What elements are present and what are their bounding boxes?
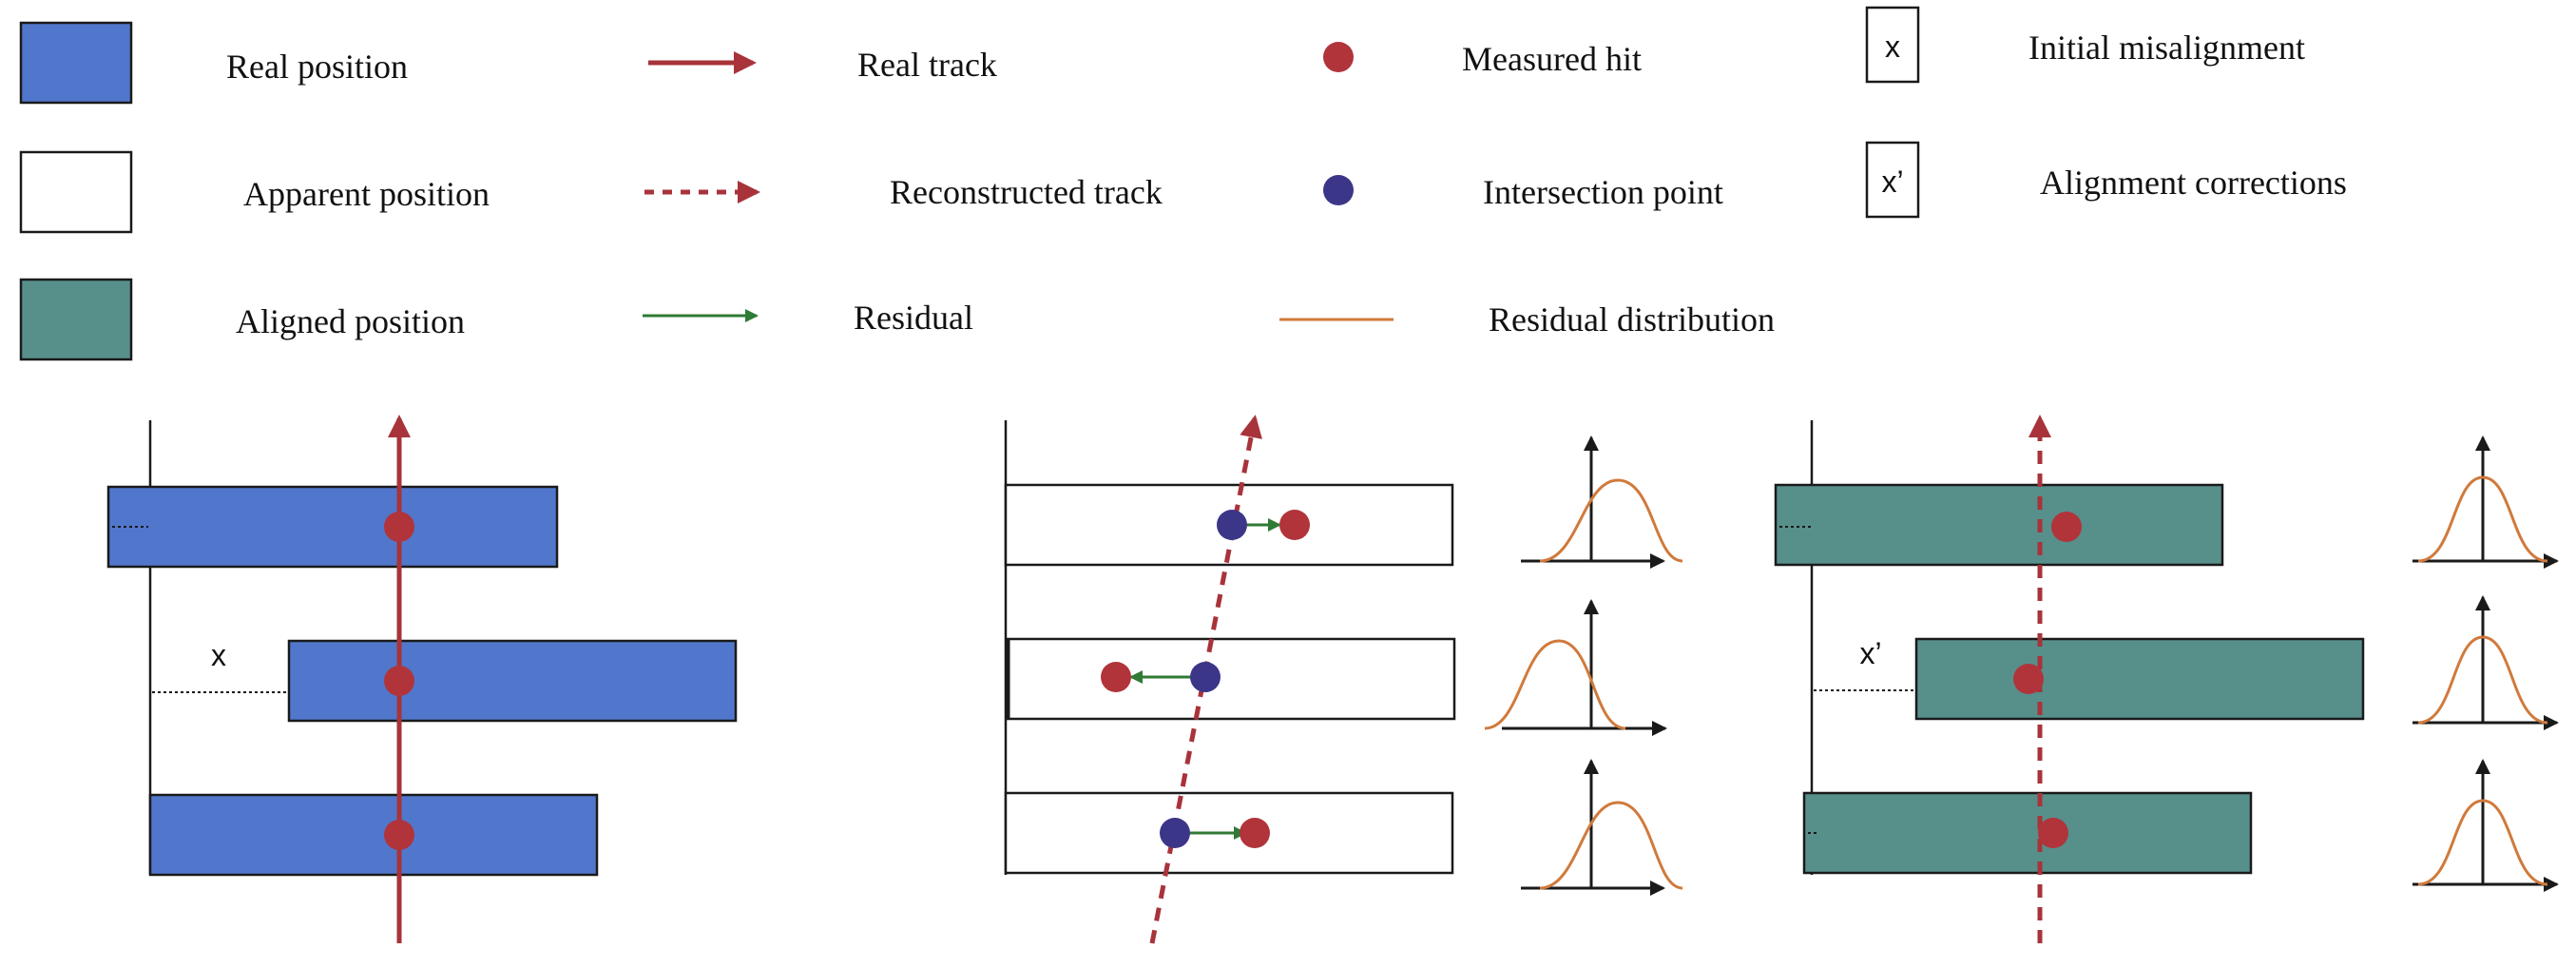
residual-distribution-middle xyxy=(1484,599,1667,736)
measured-hit-bottom xyxy=(384,820,414,850)
legend-real-track-label: Real track xyxy=(857,46,997,84)
measured-hit-top xyxy=(1279,510,1310,540)
measured-hit-middle xyxy=(2013,664,2044,694)
residual-distribution-bottom xyxy=(2413,759,2559,892)
residual-distribution-bottom xyxy=(1521,759,1683,896)
legend-intersection-point-dot xyxy=(1323,175,1354,205)
intersection-point-top xyxy=(1217,510,1247,540)
legend-real-position-label: Real position xyxy=(226,48,408,86)
legend-reconstructed-track-label: Reconstructed track xyxy=(890,173,1163,211)
reconstructed-track xyxy=(1149,415,1262,944)
legend: Real position Apparent position Aligned … xyxy=(19,6,2347,361)
legend-initial-misalignment-symbol: x xyxy=(1885,29,1900,64)
legend-measured-hit-dot xyxy=(1323,42,1354,72)
residual-distribution-top xyxy=(1521,436,1683,569)
residual-distribution-middle xyxy=(2413,595,2559,730)
legend-apparent-position-label: Apparent position xyxy=(243,175,490,213)
initial-misalignment-label: x xyxy=(211,638,226,672)
intersection-point-middle xyxy=(1190,662,1221,692)
measured-hit-top xyxy=(2051,512,2082,542)
legend-residual-distribution-label: Residual distribution xyxy=(1489,300,1775,339)
residual-distribution-top xyxy=(2413,436,2559,569)
module-middle-real xyxy=(287,639,738,723)
legend-intersection-point-label: Intersection point xyxy=(1483,173,1723,211)
legend-apparent-position-swatch xyxy=(19,150,133,234)
measured-hit-middle xyxy=(384,666,414,696)
measured-hit-bottom xyxy=(1240,818,1270,848)
panel-real-positions: x xyxy=(106,415,738,943)
legend-residual-label: Residual xyxy=(854,299,973,337)
module-bottom-real xyxy=(148,793,599,877)
module-bottom-aligned xyxy=(1802,791,2253,875)
legend-initial-misalignment-box xyxy=(1865,6,1920,84)
legend-initial-misalignment-label: Initial misalignment xyxy=(2028,29,2305,67)
legend-aligned-position-label: Aligned position xyxy=(236,302,465,340)
measured-hit-top xyxy=(384,512,414,542)
legend-real-position-swatch xyxy=(19,21,133,105)
module-top-aligned xyxy=(1774,483,2224,567)
measured-hit-bottom xyxy=(2038,818,2068,848)
panel-apparent-positions xyxy=(1004,415,1683,944)
module-middle-apparent xyxy=(1006,637,1456,721)
legend-measured-hit-label: Measured hit xyxy=(1462,40,1642,78)
legend-aligned-position-swatch xyxy=(19,278,133,361)
legend-alignment-corrections-symbol: x’ xyxy=(1881,165,1903,199)
measured-hit-middle xyxy=(1101,662,1131,692)
module-top-real xyxy=(106,485,559,569)
legend-alignment-corrections-box xyxy=(1865,141,1920,219)
intersection-point-bottom xyxy=(1160,818,1190,848)
alignment-correction-label: x’ xyxy=(1859,636,1881,670)
module-middle-aligned xyxy=(1914,637,2365,721)
legend-alignment-corrections-label: Alignment corrections xyxy=(2040,164,2347,202)
panel-aligned-positions: x’ xyxy=(1774,415,2559,943)
